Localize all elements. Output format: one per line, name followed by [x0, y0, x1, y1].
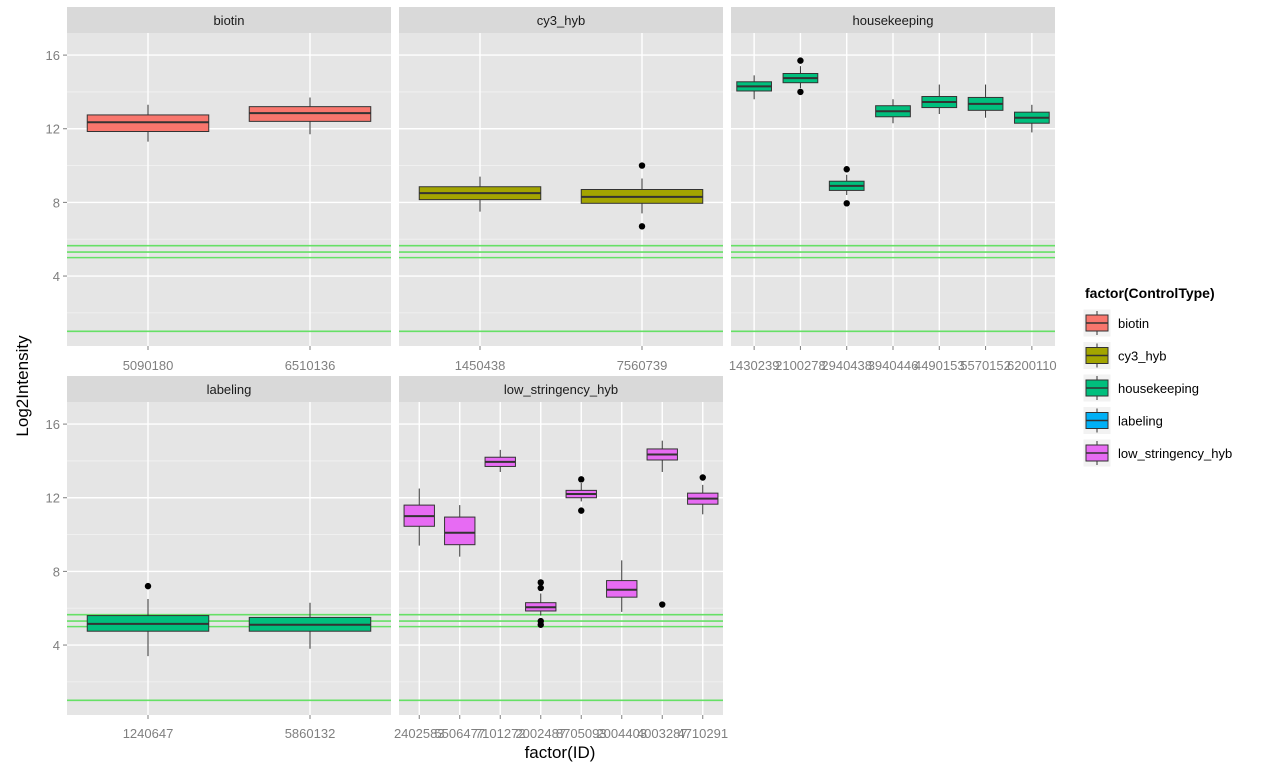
facet-strip — [67, 7, 391, 33]
legend-entry-biotin: biotin — [1082, 308, 1149, 338]
outlier-point — [699, 474, 706, 481]
legend-label: biotin — [1118, 316, 1149, 331]
box-5570152 — [967, 84, 1004, 118]
outlier-point — [578, 507, 585, 514]
box-1240647 — [86, 582, 210, 657]
facet-strip-label: housekeeping — [853, 13, 934, 28]
facet-strip-label: biotin — [213, 13, 244, 28]
legend-entries: biotin cy3_hyb housekeeping labeling low_str… — [1082, 308, 1232, 468]
legend: factor(ControlType) biotin cy3_hybhouseke… — [1082, 285, 1232, 468]
y-tick-label: 4 — [53, 638, 60, 653]
x-tick-label: 5570152 — [960, 358, 1011, 373]
outlier-point — [843, 166, 850, 173]
box-4490155 — [921, 84, 958, 115]
x-tick-label: 3940446 — [868, 358, 919, 373]
outlier-point — [537, 579, 544, 586]
box-7101272 — [484, 449, 516, 472]
legend-label: low_stringency_hyb — [1118, 446, 1232, 461]
box-2940438 — [828, 166, 865, 207]
box-2004403 — [606, 560, 638, 612]
box-1430239 — [736, 75, 772, 100]
y-tick-label: 8 — [53, 564, 60, 579]
facet-strip — [67, 376, 391, 402]
y-tick-label: 12 — [46, 491, 60, 506]
panel-cy3_hyb: cy3_hyb 1450438 7560739 — [399, 7, 723, 373]
x-tick-label: 4710291 — [677, 726, 728, 741]
box-2402583 — [403, 488, 435, 546]
legend-label: labeling — [1118, 414, 1163, 429]
box-1450438 — [418, 176, 542, 212]
panel-housekeeping: housekeeping 1430239210027829404383940446… — [729, 7, 1057, 373]
panels-layer: biotin 4 8 12 16 5090180 6510136 cy3_hyb 1450438… — [46, 7, 1057, 741]
panel-labeling: labeling 4 8 12 16 1240647 5860132 — [46, 376, 391, 741]
x-tick-label: 2002487 — [515, 726, 566, 741]
box-4003287 — [646, 440, 678, 608]
outlier-point — [144, 582, 152, 590]
outlier-point — [578, 476, 585, 483]
x-tick-label: 7560739 — [617, 358, 668, 373]
panel-background — [67, 33, 391, 346]
x-tick-label: 1430239 — [729, 358, 780, 373]
box-4710291 — [687, 474, 719, 515]
x-tick-label: 2940438 — [821, 358, 872, 373]
facet-strip-label: cy3_hyb — [537, 13, 585, 28]
y-tick-label: 12 — [46, 122, 60, 137]
facet-strip — [731, 7, 1055, 33]
x-tick-label: 1240647 — [123, 726, 174, 741]
outlier-point — [659, 601, 666, 608]
legend-entry-labeling: labeling — [1082, 406, 1163, 435]
box-3940446 — [875, 99, 911, 124]
legend-title: factor(ControlType) — [1085, 285, 1215, 301]
legend-entry-cy3_hyb: cy3_hyb — [1082, 341, 1166, 370]
y-tick-label: 4 — [53, 269, 60, 284]
x-tick-label: 8705093 — [556, 726, 607, 741]
outlier-point — [797, 88, 804, 96]
panel-background — [67, 402, 391, 715]
legend-entry-housekeeping: housekeeping — [1082, 373, 1199, 403]
box-6200110 — [1014, 104, 1050, 133]
x-tick-label: 4490153 — [914, 358, 965, 373]
y-axis-title: Log2Intensity — [13, 335, 32, 437]
box-5506477 — [444, 505, 476, 557]
x-axis-title: factor(ID) — [525, 743, 596, 762]
x-tick-label: 7101272 — [475, 726, 526, 741]
legend-entry-low_stringency_hyb: low_stringency_hyb — [1082, 438, 1232, 468]
box-2002487 — [525, 579, 557, 628]
facet-strip-label: labeling — [207, 382, 252, 397]
legend-label: cy3_hyb — [1118, 349, 1166, 364]
x-tick-label: 4003287 — [637, 726, 688, 741]
box-5090180 — [86, 104, 210, 142]
y-tick-label: 16 — [46, 417, 60, 432]
box-body — [444, 516, 476, 546]
outlier-point — [638, 162, 646, 169]
box-5860132 — [248, 602, 372, 649]
x-tick-label: 5090180 — [123, 358, 174, 373]
x-tick-label: 2100278 — [775, 358, 826, 373]
x-tick-label: 6510136 — [285, 358, 336, 373]
facet-strip-label: low_stringency_hyb — [504, 382, 618, 397]
outlier-point — [638, 223, 646, 230]
x-tick-label: 6200110 — [1007, 358, 1057, 373]
x-tick-label: 5860132 — [285, 726, 336, 741]
box-7560739 — [580, 162, 704, 230]
panel-biotin: biotin 4 8 12 16 5090180 6510136 — [46, 7, 391, 373]
box-8705093 — [565, 476, 597, 514]
y-tick-label: 8 — [53, 195, 60, 210]
legend-label: housekeeping — [1118, 381, 1199, 396]
outlier-point — [537, 584, 544, 592]
box-2100278 — [782, 57, 819, 96]
facet-strip — [399, 7, 723, 33]
x-tick-label: 2402583 — [394, 726, 445, 741]
facet-strip — [399, 376, 723, 402]
outlier-point — [843, 200, 850, 207]
y-tick-label: 16 — [46, 48, 60, 63]
panel-low_stringency_hyb: low_stringency_hyb2402583550647771012722… — [394, 376, 728, 741]
x-tick-label: 2004403 — [596, 726, 647, 741]
outlier-point — [537, 621, 544, 628]
outlier-point — [797, 57, 804, 64]
box-6510136 — [248, 97, 372, 135]
x-tick-label: 1450438 — [455, 358, 506, 373]
x-tick-label: 5506477 — [434, 726, 485, 741]
